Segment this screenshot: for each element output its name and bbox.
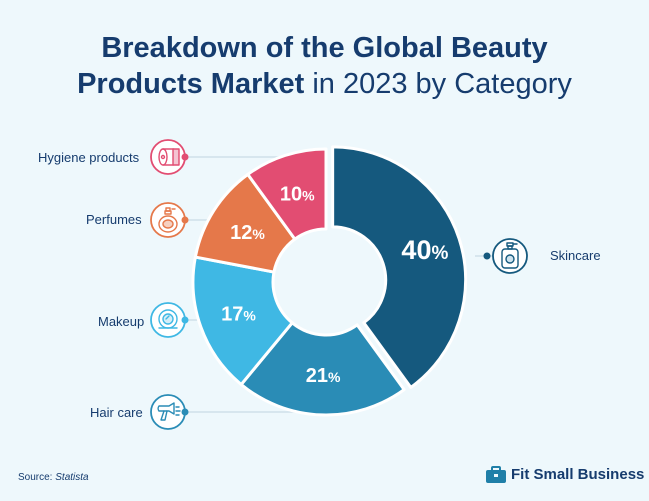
value-label-hair-care: 21% [306,365,341,387]
title-line-1: Breakdown of the Global Beauty [101,32,548,64]
legend-label-perfumes: Perfumes [86,212,142,227]
title-line-2-light: in 2023 by Category [304,68,572,100]
connector-dot-hair-care [181,408,189,416]
source-note: Source: Statista [18,472,89,483]
brand-logo: Fit Small Business [486,466,644,483]
connector-dot-perfumes [181,216,189,224]
connector-dot-skincare [483,252,491,260]
chart-title: Breakdown of the Global Beauty Products … [0,30,649,102]
slice-makeup [191,255,294,386]
legend-label-makeup: Makeup [98,314,145,329]
slice-hair-care [239,321,406,417]
source-name: Statista [55,472,89,483]
legend-label-skincare: Skincare [550,248,601,263]
compact-mirror-icon [150,302,186,338]
slice-hygiene [246,147,328,241]
value-label-perfumes: 12% [230,222,265,244]
lotion-bottle-icon [492,238,528,274]
connector-dot-makeup [181,316,189,324]
legend-label-hygiene: Hygiene products [38,150,140,165]
perfume-bottle-icon [150,202,186,238]
value-label-skincare: 40% [401,235,448,265]
brand-name: Fit Small Business [511,466,645,483]
hair-dryer-icon [150,394,186,430]
briefcase-icon [486,466,506,483]
connector-dot-hygiene [181,153,189,161]
value-label-hygiene: 10% [280,184,315,206]
toilet-paper-icon [150,139,186,175]
title-line-2-bold: Products Market [77,68,305,100]
value-label-makeup: 17% [221,304,256,326]
slice-skincare [331,145,468,389]
legend-label-hair-care: Hair care [90,405,143,420]
